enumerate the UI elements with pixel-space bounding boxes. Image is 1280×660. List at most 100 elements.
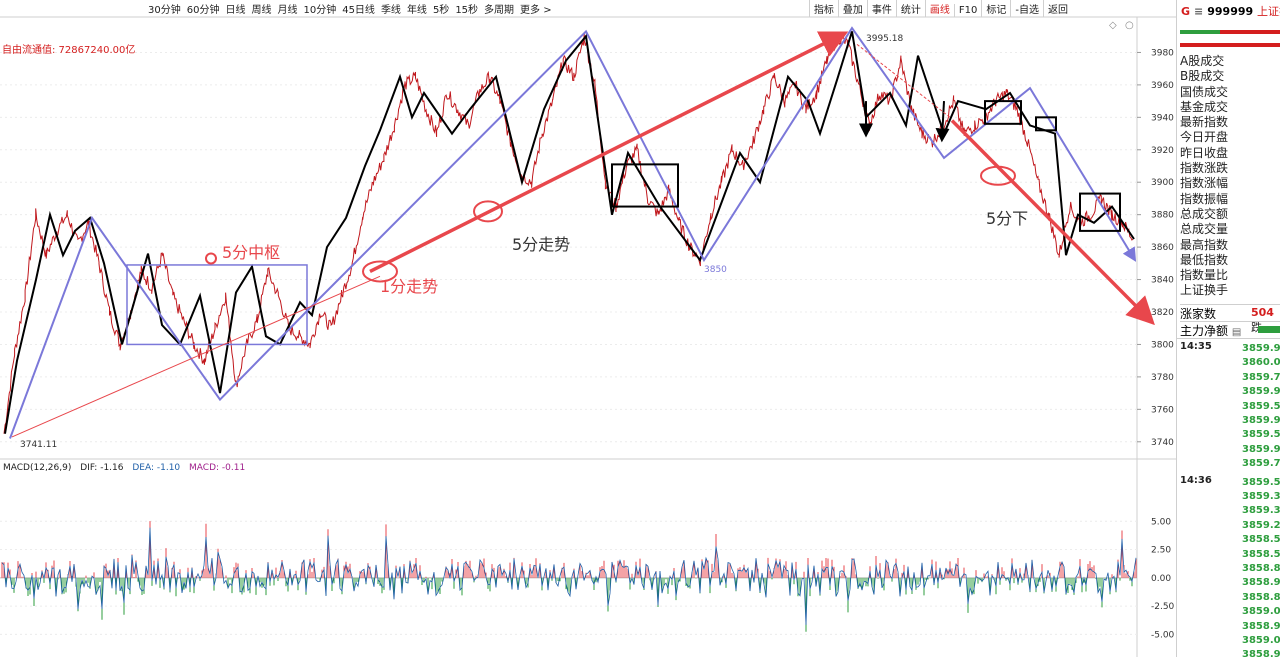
main-net-bar bbox=[1258, 326, 1280, 333]
quote-field-label: 最新指数 bbox=[1180, 115, 1229, 130]
expand-icon[interactable]: ○ bbox=[1125, 20, 1134, 31]
quote-field-label: 总成交量 bbox=[1180, 222, 1229, 237]
period-item[interactable]: 年线 bbox=[406, 5, 427, 16]
quote-field-label: 指数涨跌 bbox=[1180, 161, 1229, 176]
period-item[interactable]: 45日线 bbox=[342, 5, 375, 16]
tick-price: 3859.58 bbox=[1242, 476, 1280, 488]
price-tick-label: 3920 bbox=[1151, 146, 1174, 156]
quote-header: G≡999999 上证指 bbox=[1181, 3, 1280, 19]
price-tick-label: 3760 bbox=[1151, 405, 1174, 415]
quote-panel: G≡999999 上证指 A股成交B股成交国债成交基金成交最新指数今日开盘昨日收… bbox=[1176, 0, 1280, 657]
period-item[interactable]: 多周期 bbox=[484, 5, 515, 16]
macd-tick-label: -5.00 bbox=[1151, 630, 1175, 640]
quote-field-label: 最低指数 bbox=[1180, 252, 1229, 267]
tick-price: 3859.57 bbox=[1242, 400, 1280, 412]
period-item[interactable]: 日线 bbox=[225, 5, 246, 16]
tool-item[interactable]: F10 bbox=[953, 4, 981, 17]
pivot-box-1min bbox=[1079, 192, 1121, 232]
quote-field-list: A股成交 B股成交 国债成交 基金成交 最新指数 今日开盘 昨日收盘 指数涨跌 指数涨幅 指数振幅… bbox=[1180, 54, 1228, 299]
dif-series-line bbox=[1, 527, 1137, 626]
period-item[interactable]: 周线 bbox=[251, 5, 272, 16]
tick-price: 3859.55 bbox=[1242, 429, 1280, 441]
tick-price: 3859.71 bbox=[1242, 458, 1280, 470]
tool-item[interactable]: 标记 bbox=[981, 0, 1010, 17]
dif-line bbox=[1, 527, 1137, 626]
price-tick-label: 3740 bbox=[1151, 438, 1174, 448]
tool-item[interactable]: 返回 bbox=[1043, 0, 1072, 17]
tick-price: 3859.92 bbox=[1242, 386, 1280, 398]
ratio-bar-2 bbox=[1180, 43, 1280, 47]
table-icon[interactable]: ▤ bbox=[1231, 327, 1242, 338]
price-tick-label: 3880 bbox=[1151, 211, 1174, 221]
main-net-label: 主力净额 bbox=[1180, 324, 1229, 338]
tool-item[interactable]: 指标 bbox=[808, 0, 838, 17]
price-tick-label: 3900 bbox=[1151, 178, 1174, 188]
price-series-line bbox=[3, 32, 1134, 434]
pivot-box-5min bbox=[126, 264, 308, 346]
macd-tick-label: -2.50 bbox=[1151, 602, 1175, 612]
tick-price: 3859.92 bbox=[1242, 443, 1280, 455]
down5-annotation: 5分下 bbox=[986, 209, 1028, 228]
period-item[interactable]: 月线 bbox=[277, 5, 298, 16]
period-item[interactable]: 5秒 bbox=[432, 5, 450, 16]
period-item[interactable]: 更多 > bbox=[520, 5, 552, 16]
quote-field-label: 昨日收盘 bbox=[1180, 145, 1229, 160]
tick-time: 14:36 bbox=[1180, 474, 1212, 486]
macd-dea: DEA: -1.10 bbox=[132, 463, 180, 473]
pivot-box-1min bbox=[611, 163, 679, 208]
tick-price: 3859.97 bbox=[1242, 343, 1280, 354]
tick-price: 3859.71 bbox=[1242, 371, 1280, 383]
trend-down-arrow bbox=[950, 119, 1155, 326]
settings-icon[interactable]: ◇ bbox=[1109, 20, 1117, 31]
quote-field-label: A股成交 bbox=[1180, 54, 1225, 68]
highlight-circle bbox=[362, 260, 398, 283]
tool-item[interactable]: 事件 bbox=[866, 0, 896, 17]
top-toolbar: 30分钟 60分钟 日线 周线 月线 10分钟 45日线 季线 年线 5秒 15秒 多周期 更多 > 指… bbox=[0, 0, 1176, 17]
tool-item[interactable]: 统计 bbox=[895, 0, 925, 17]
quote-field-label: 基金成交 bbox=[1180, 99, 1229, 114]
tick-price: 3859.21 bbox=[1242, 519, 1280, 531]
mid-low-label: 3850 bbox=[704, 265, 727, 275]
ratio-bar bbox=[1180, 30, 1280, 34]
menu-icon[interactable]: ≡ bbox=[1194, 5, 1204, 18]
tick-price: 3859.37 bbox=[1242, 491, 1280, 502]
rise-count-value: 504 跌 bbox=[1251, 306, 1274, 334]
price-line bbox=[3, 32, 1134, 434]
tool-item[interactable]: 叠加 bbox=[837, 0, 867, 17]
tick-price: 3858.81 bbox=[1242, 563, 1280, 574]
period-item[interactable]: 60分钟 bbox=[186, 5, 220, 16]
main-net-row: 主力净额 ▤ bbox=[1180, 321, 1280, 339]
rise-count-row: 涨家数 504 跌 bbox=[1180, 304, 1280, 334]
period-item[interactable]: 30分钟 bbox=[148, 5, 181, 16]
period-selector: 30分钟 60分钟 日线 周线 月线 10分钟 45日线 季线 年线 5秒 15秒 多周期 更多 > bbox=[148, 1, 558, 16]
quote-field-label: 指数振幅 bbox=[1180, 191, 1229, 206]
stroke-pens bbox=[4, 31, 1135, 434]
tick-price: 3858.95 bbox=[1242, 620, 1280, 632]
price-tick-label: 3860 bbox=[1151, 243, 1174, 253]
tick-price: 3858.50 bbox=[1242, 548, 1280, 560]
quote-field-label: 指数涨幅 bbox=[1180, 176, 1229, 191]
trend-thin-line bbox=[11, 275, 381, 438]
pen-arrow bbox=[935, 101, 950, 143]
quote-field-label: 今日开盘 bbox=[1180, 130, 1229, 145]
tick-time: 14:35 bbox=[1180, 341, 1212, 352]
stock-name: 上证指 bbox=[1257, 5, 1280, 18]
tool-item[interactable]: -自选 bbox=[1010, 0, 1043, 17]
tool-item[interactable]: 画线 bbox=[924, 0, 954, 17]
quote-field-label: 指数量比 bbox=[1180, 268, 1229, 283]
tick-price: 3858.50 bbox=[1242, 534, 1280, 546]
price-tick-label: 3780 bbox=[1151, 373, 1174, 383]
period-item[interactable]: 10分钟 bbox=[303, 5, 337, 16]
pivot-box-1min bbox=[984, 100, 1022, 125]
period-item[interactable]: 15秒 bbox=[455, 5, 479, 16]
quote-field-label: 上证换手 bbox=[1180, 283, 1229, 298]
price-chart: 3740 3760 3780 3800 3820 3840 3860 3880 3900 3920… bbox=[0, 16, 1176, 657]
high-label: 3995.18 bbox=[866, 34, 903, 44]
price-tick-label: 3840 bbox=[1151, 276, 1174, 286]
trend-arrows bbox=[11, 31, 1155, 438]
period-item[interactable]: 季线 bbox=[380, 5, 401, 16]
quote-field-label: B股成交 bbox=[1180, 69, 1225, 84]
macd-name: MACD(12,26,9) bbox=[3, 463, 71, 473]
pivot-box-1min bbox=[1035, 116, 1057, 132]
trend-dashed-line bbox=[856, 43, 951, 118]
